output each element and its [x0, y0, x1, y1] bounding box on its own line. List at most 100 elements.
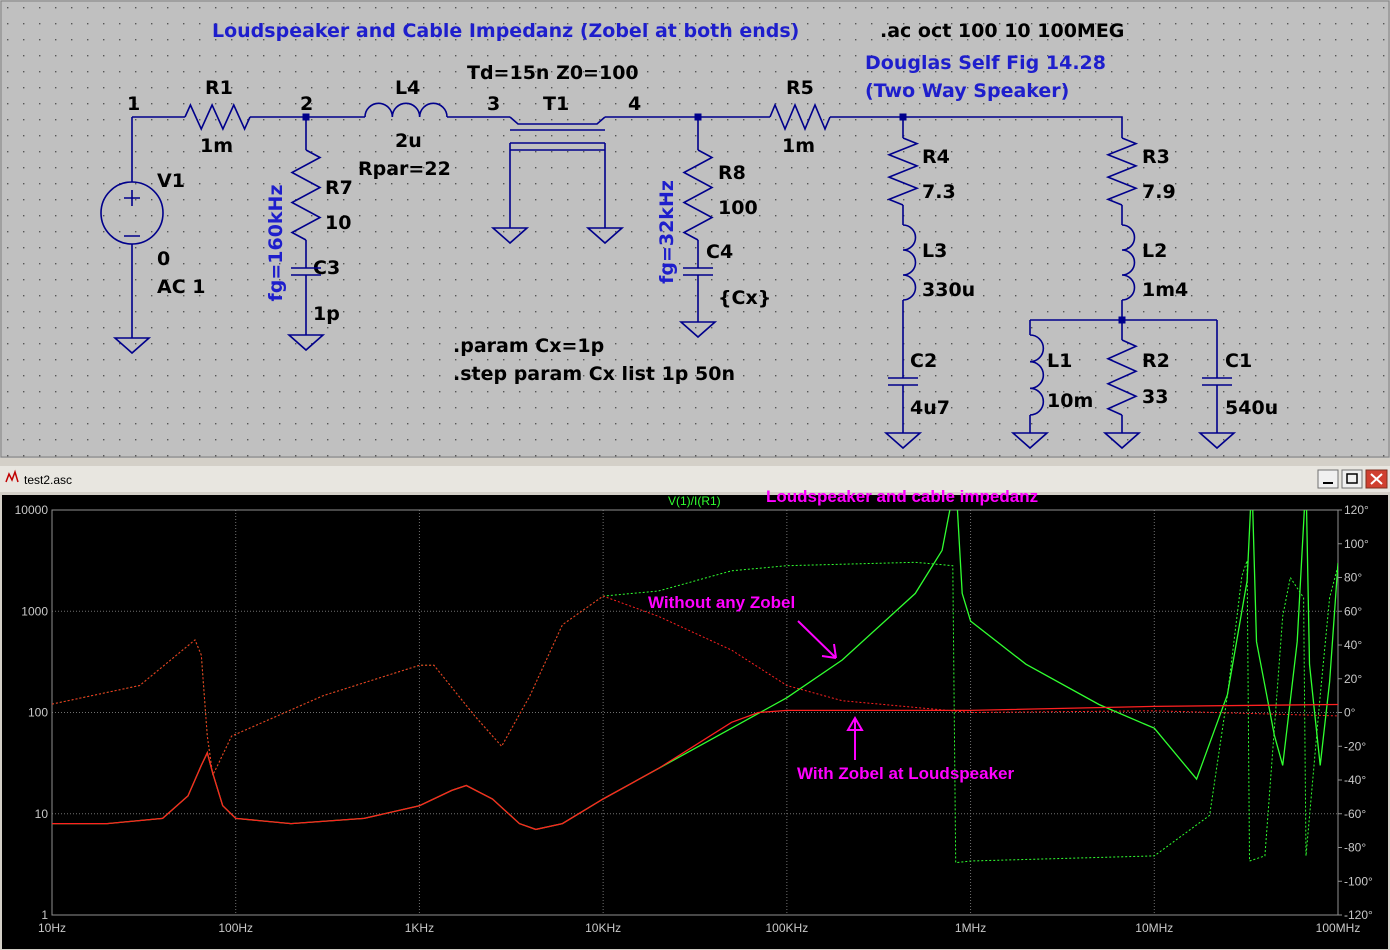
- y2-tick-label: 40°: [1344, 638, 1362, 652]
- x-tick-label: 10KHz: [585, 921, 621, 935]
- capacitor: [683, 267, 713, 276]
- inductor: [1029, 334, 1045, 416]
- maximize-icon: [1346, 473, 1358, 484]
- y2-tick-label: 60°: [1344, 604, 1362, 618]
- y-tick-label: 100: [28, 706, 48, 720]
- component-name: R3: [1142, 146, 1170, 168]
- node-label: 2: [300, 93, 313, 115]
- component-value: 7.9: [1142, 181, 1176, 203]
- junction: [302, 113, 310, 121]
- junction: [1118, 316, 1126, 324]
- component-value: 10m: [1047, 390, 1093, 412]
- schematic-title: Loudspeaker and Cable Impedanz (Zobel at…: [212, 20, 799, 42]
- ac-directive: .ac oct 100 10 100MEG: [880, 20, 1124, 42]
- ground: [678, 321, 718, 339]
- component-name: L3: [922, 240, 947, 262]
- component-name: C3: [313, 257, 340, 279]
- component-name: R2: [1142, 350, 1170, 372]
- component-name: T1: [543, 93, 569, 115]
- component-value: 1m: [200, 135, 233, 157]
- component-value: {Cx}: [718, 287, 771, 309]
- component-name: C2: [910, 350, 937, 372]
- annotation: With Zobel at Loudspeaker: [797, 764, 1014, 783]
- component-value: 100: [718, 197, 758, 219]
- component-value: 7.3: [922, 181, 956, 203]
- junction: [694, 113, 702, 121]
- inductor: [902, 224, 917, 301]
- component-value: 2u: [395, 130, 422, 152]
- annotation-arrow: [797, 620, 837, 659]
- component-name: R4: [922, 146, 950, 168]
- grid-dots: [0, 0, 1390, 458]
- ground: [585, 227, 625, 245]
- y-tick-label: 10: [35, 807, 49, 821]
- y2-tick-label: 0°: [1344, 706, 1356, 720]
- component-value: 4u7: [910, 397, 950, 419]
- trace: [52, 595, 1338, 777]
- y-tick-label: 10000: [15, 503, 49, 517]
- spice-directive: .step param Cx list 1p 50n: [453, 363, 735, 385]
- transmission-line: [509, 116, 606, 228]
- component-value: 33: [1142, 386, 1168, 408]
- component-value: 330u: [922, 279, 975, 301]
- node-label: 3: [487, 93, 500, 115]
- trace: [52, 703, 1338, 831]
- resistor: [1106, 339, 1138, 416]
- traces: [52, 510, 1338, 864]
- plot-title: Loudspeaker and cable impedanz: [766, 487, 1038, 506]
- ground: [286, 334, 326, 352]
- resistor: [769, 102, 831, 132]
- x-tick-label: 10Hz: [38, 921, 66, 935]
- y2-tick-label: -40°: [1344, 773, 1366, 787]
- component-name: R1: [205, 77, 233, 99]
- window-title: test2.asc: [24, 473, 72, 487]
- component-name: R5: [786, 77, 814, 99]
- component-value: 1p: [313, 303, 340, 325]
- y2-tick-label: -80°: [1344, 841, 1366, 855]
- reference: (Two Way Speaker): [865, 80, 1069, 102]
- component-value: 1m: [782, 135, 815, 157]
- y2-tick-label: 20°: [1344, 672, 1362, 686]
- source-polarity: [124, 190, 140, 237]
- schematic-border: [0, 0, 1390, 458]
- inductor: [1121, 224, 1136, 301]
- annotation-arrow: [846, 716, 864, 760]
- component-name: L2: [1142, 240, 1167, 262]
- y2-tick-label: 120°: [1344, 503, 1369, 517]
- y2-tick-label: -20°: [1344, 739, 1366, 753]
- component-name: C1: [1225, 350, 1252, 372]
- component-name: L4: [395, 77, 420, 99]
- maximize-button[interactable]: [1341, 469, 1363, 489]
- resistor: [184, 103, 251, 131]
- reference: Douglas Self Fig 14.28: [865, 52, 1106, 74]
- ground: [1102, 432, 1142, 450]
- component-value: 0: [157, 248, 170, 270]
- y2-tick-label: -60°: [1344, 807, 1366, 821]
- voltage-source: [100, 181, 164, 245]
- waveform-window: test2.asc 10Hz 100Hz 1KHz 10KHz 100KHz 1MHz 10…: [0, 462, 1390, 950]
- plot-pane: [2, 495, 1388, 949]
- y2-tick-label: 80°: [1344, 571, 1362, 585]
- resistor: [682, 149, 714, 241]
- component-name: V1: [157, 170, 185, 192]
- plot-frame: [51, 509, 1339, 916]
- minimize-button[interactable]: [1317, 469, 1339, 489]
- spice-directive: .param Cx=1p: [453, 335, 604, 357]
- window-icon: [5, 469, 19, 483]
- component-extra: Rpar=22: [358, 158, 451, 180]
- capacitor: [1202, 377, 1232, 386]
- ground: [490, 227, 530, 245]
- capacitor: [888, 377, 918, 386]
- close-icon: [1370, 473, 1383, 485]
- x-tick-label: 1MHz: [955, 921, 986, 935]
- ground: [112, 337, 152, 355]
- x-tick-label: 100Hz: [218, 921, 253, 935]
- y2-tick-label: -100°: [1344, 874, 1373, 888]
- window-titlebar: [0, 466, 1390, 492]
- filter-note: fg=32kHz: [656, 180, 678, 284]
- ground: [1197, 432, 1237, 450]
- filter-note: fg=160kHz: [265, 184, 287, 301]
- resistor: [886, 137, 920, 206]
- capacitor: [291, 267, 321, 276]
